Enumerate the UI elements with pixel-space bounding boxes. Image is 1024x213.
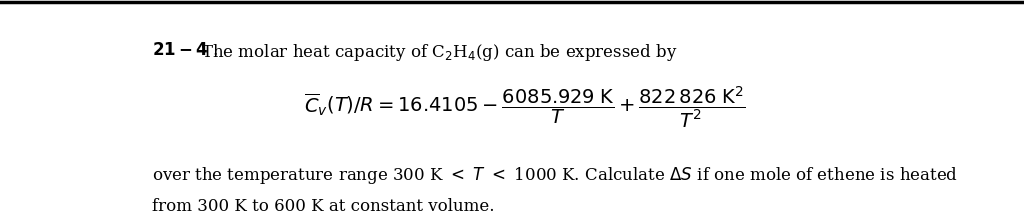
Text: from 300 K to 600 K at constant volume.: from 300 K to 600 K at constant volume. (152, 198, 495, 213)
Text: $\mathbf{21-4}$ .: $\mathbf{21-4}$ . (152, 42, 218, 59)
Text: over the temperature range 300 K $<$ $T$ $<$ 1000 K. Calculate $\Delta S$ if one: over the temperature range 300 K $<$ $T$… (152, 165, 958, 186)
Text: The molar heat capacity of C$_2$H$_4$(g) can be expressed by: The molar heat capacity of C$_2$H$_4$(g)… (201, 42, 678, 63)
Text: $\overline{C}_{v}(T)/R = 16.4105 - \dfrac{6085.929\;\mathrm{K}}{T} + \dfrac{822\: $\overline{C}_{v}(T)/R = 16.4105 - \dfra… (304, 85, 745, 130)
